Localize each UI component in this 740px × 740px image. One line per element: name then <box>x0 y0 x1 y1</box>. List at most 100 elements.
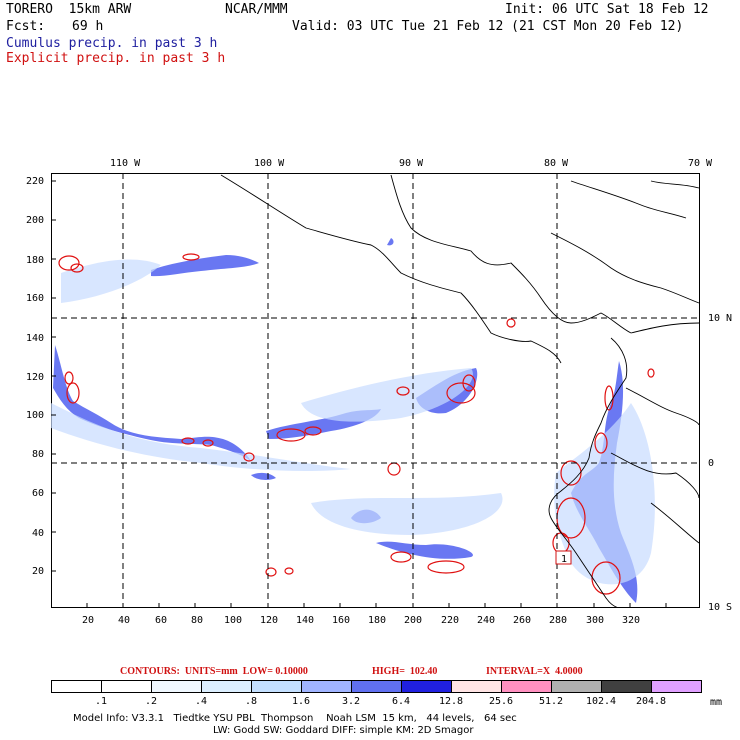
model-info-line1: Model Info: V3.3.1 Tiedtke YSU PBL Thomp… <box>73 713 517 724</box>
cumulus-north-streak <box>151 255 259 277</box>
colorbar-label: 102.4 <box>585 696 617 707</box>
red-contour-central <box>276 428 306 442</box>
red-contour-north <box>182 253 200 261</box>
x-tick-100: 100 <box>224 615 243 626</box>
contours-info: CONTOURS: UNITS=mm LOW= 0.10000 <box>120 666 308 677</box>
colorbar-swatch <box>551 680 602 693</box>
contours-high: HIGH= 102.40 <box>372 666 438 677</box>
x-tick-140: 140 <box>296 615 315 626</box>
highlight-box-label: 1 <box>561 554 567 565</box>
y-tick-120: 120 <box>26 372 45 383</box>
colorbar-label: .1 <box>94 696 108 707</box>
y-tick-160: 160 <box>26 293 45 304</box>
lon-label-110w: 110 W <box>110 158 141 169</box>
coast-south-america <box>548 337 628 608</box>
cumulus-light-areas <box>51 259 655 585</box>
country-border-1 <box>610 452 700 499</box>
island-cuba <box>570 180 687 219</box>
red-contour-east1 <box>446 382 476 404</box>
colorbar-label: 1.6 <box>291 696 311 707</box>
colorbar-label: 204.8 <box>635 696 667 707</box>
x-tick-280: 280 <box>549 615 568 626</box>
colorbar-swatch <box>401 680 452 693</box>
x-tick-300: 300 <box>586 615 605 626</box>
highlight-box <box>555 550 572 565</box>
colorbar-swatch <box>601 680 652 693</box>
haze-andes <box>554 403 655 585</box>
red-contour-s1 <box>390 551 412 563</box>
red-contour-w1 <box>181 437 195 445</box>
x-tick-240: 240 <box>477 615 496 626</box>
colorbar-swatch <box>451 680 502 693</box>
red-contour-coast5 <box>591 561 621 595</box>
red-contour-w3 <box>243 452 255 462</box>
lat-label-10n: 10 N <box>708 313 733 324</box>
colorbar-swatch <box>351 680 402 693</box>
colorbar-label: 6.4 <box>391 696 411 707</box>
colorbar-label: 51.2 <box>538 696 564 707</box>
y-tick-200: 200 <box>26 215 45 226</box>
red-contour-west-band2 <box>64 371 74 385</box>
red-contour-nw <box>58 255 80 271</box>
x-tick-60: 60 <box>155 615 168 626</box>
x-tick-20: 20 <box>82 615 95 626</box>
red-contour-central2 <box>304 426 322 436</box>
y-tick-140: 140 <box>26 333 45 344</box>
init-time: Init: 06 UTC Sat 18 Feb 12 <box>505 2 709 17</box>
red-contour-s3 <box>265 567 277 577</box>
y-tick-60: 60 <box>32 488 45 499</box>
x-tick-40: 40 <box>118 615 131 626</box>
colorbar-label: .2 <box>144 696 158 707</box>
colorbar-swatch <box>51 680 102 693</box>
colorbar-label: .4 <box>194 696 208 707</box>
colorbar-swatch <box>651 680 702 693</box>
red-contour-s4 <box>284 567 294 575</box>
y-tick-80: 80 <box>32 449 45 460</box>
x-tick-320: 320 <box>622 615 641 626</box>
cumulus-se-dots <box>251 472 276 480</box>
haze-central <box>301 368 473 422</box>
colorbar-swatch <box>251 680 302 693</box>
valid-time: Valid: 03 UTC Tue 21 Feb 12 (21 CST Mon … <box>292 19 684 34</box>
island-hispaniola <box>650 180 700 189</box>
x-tick-200: 200 <box>404 615 423 626</box>
lon-label-90w: 90 W <box>399 158 424 169</box>
red-contour-east2 <box>462 374 476 392</box>
colorbar-swatch <box>301 680 352 693</box>
red-contour-coast7 <box>506 318 516 328</box>
y-tick-220: 220 <box>26 176 45 187</box>
country-border-3 <box>650 502 700 544</box>
legend-explicit: Explicit precip. in past 3 h <box>6 51 226 66</box>
haze-west <box>51 403 351 471</box>
contours-interval: INTERVAL=X 4.0000 <box>486 666 583 677</box>
country-border-2 <box>625 387 700 426</box>
red-contour-east3 <box>396 386 410 396</box>
axis-ticks <box>51 180 667 608</box>
colorbar-label: 25.6 <box>488 696 514 707</box>
red-contour-w2 <box>202 439 214 447</box>
org-label: NCAR/MMM <box>225 2 288 17</box>
y-tick-180: 180 <box>26 255 45 266</box>
y-tick-40: 40 <box>32 528 45 539</box>
forecast-label: Fcst: <box>6 19 46 34</box>
colorbar-swatch <box>201 680 252 693</box>
x-tick-160: 160 <box>332 615 351 626</box>
model-title: TORERO 15km ARW <box>6 2 132 17</box>
lat-lon-grid <box>51 173 700 608</box>
haze-northwest <box>61 259 161 303</box>
red-contour-coast8 <box>647 368 655 378</box>
cumulus-south-cluster <box>376 541 473 559</box>
colorbar-label: .8 <box>244 696 258 707</box>
forecast-hour: 69 h <box>72 19 104 34</box>
coastlines <box>220 174 700 608</box>
x-tick-120: 120 <box>260 615 279 626</box>
cumulus-west-band <box>53 345 251 461</box>
colorbar-unit: mm <box>710 697 723 708</box>
lon-label-100w: 100 W <box>254 158 285 169</box>
x-tick-180: 180 <box>368 615 387 626</box>
red-contour-west-band <box>66 382 80 404</box>
lat-label-0: 0 <box>708 458 715 469</box>
coast-south-america-east <box>630 322 700 334</box>
coast-mexico-central-america <box>220 174 562 364</box>
red-contour-coast2 <box>560 460 582 486</box>
